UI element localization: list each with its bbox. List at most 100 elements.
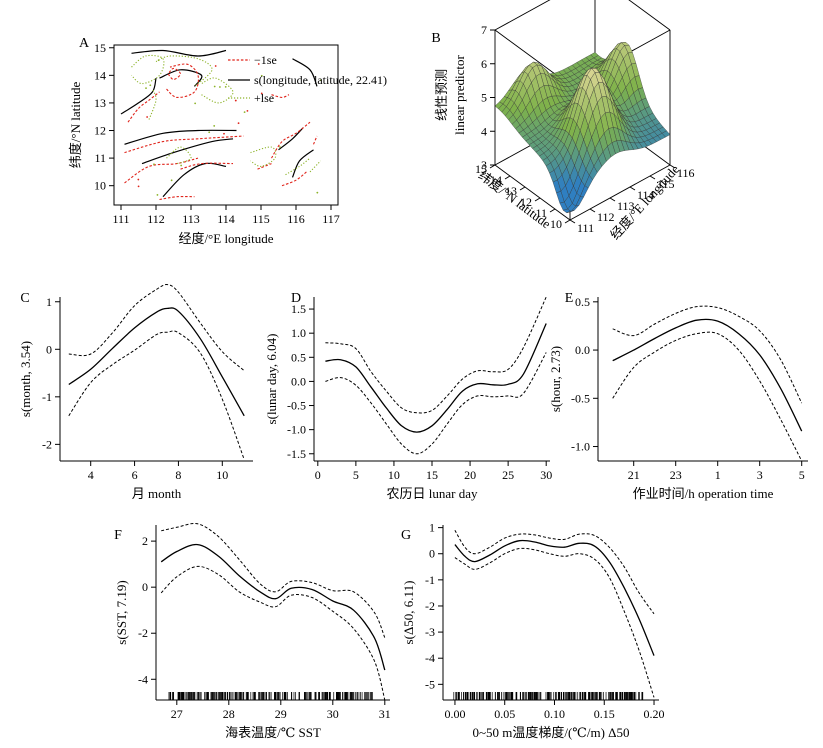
- contour-line: [166, 146, 192, 165]
- panel-g-gradient-smooth: 0.00 0.05 0.10 0.15 0.20 -5 -4 -3 -2 -1 0 1 G 0~50 m温…: [401, 521, 665, 740]
- lon-tick: [569, 219, 576, 224]
- contour-line: [312, 135, 318, 145]
- panel-label: C: [20, 291, 29, 306]
- contour-line: [291, 149, 314, 178]
- panel-a-contour-map: 111 112 113 114 115 116 117 10 11 12 13 14 15 −1se s(l…: [68, 36, 387, 246]
- y-tick-label: -4: [425, 651, 435, 665]
- legend-label: s(longitude, latitude, 22.41): [254, 73, 387, 87]
- contour-line: [159, 69, 203, 87]
- y-axis-label: s(SST, 7.19): [114, 580, 129, 644]
- surface-facet: [566, 210, 575, 213]
- sample-point: [260, 74, 263, 77]
- y-tick-label: -1.0: [571, 440, 590, 454]
- lat-tick: [534, 197, 541, 202]
- sample-point: [213, 85, 216, 88]
- z-axis-label-en: linear predictor: [452, 54, 467, 134]
- y-tick-label: -2: [138, 626, 148, 640]
- panel-e-hour-smooth: 21 23 1 3 5 -1.0 -0.5 0.0 0.5E 作业时间/h operation t…: [548, 291, 808, 501]
- contour-line: [281, 171, 307, 187]
- x-tick-label: 111: [112, 212, 129, 226]
- panel-label: B: [431, 31, 440, 46]
- x-tick-label: 8: [175, 468, 181, 482]
- x-tick-label: 30: [540, 468, 552, 482]
- y-tick-label: 14: [94, 68, 106, 82]
- lon-tick: [589, 208, 596, 213]
- smooth-line: [612, 318, 803, 432]
- x-axis-label: 农历日 lunar day: [387, 486, 478, 501]
- y-tick-label: -5: [425, 677, 435, 691]
- lon-tick-label: 113: [617, 199, 635, 213]
- x-tick-label: 116: [287, 212, 305, 226]
- smooth-line: [160, 543, 386, 671]
- y-tick-label: -1: [42, 390, 52, 404]
- contour-line: [124, 135, 244, 154]
- contour-line: [166, 63, 200, 99]
- x-tick-label: 27: [171, 707, 183, 721]
- y-axis-label: s(hour, 2.73): [548, 346, 563, 412]
- z-tick-label: 5: [481, 91, 487, 105]
- y-tick-label: -1.5: [287, 447, 306, 461]
- x-axis-label: 作业时间/h operation time: [633, 486, 774, 501]
- contour-line: [120, 77, 157, 115]
- lat-tick: [504, 175, 511, 180]
- sample-point: [194, 102, 197, 105]
- lat-tick: [549, 208, 556, 213]
- contour-line: [309, 160, 321, 173]
- x-tick-label: 0.00: [444, 707, 465, 721]
- lat-tick-label: 10: [550, 217, 562, 231]
- contour-line: [155, 55, 213, 87]
- x-tick-label: 23: [670, 468, 682, 482]
- lon-tick-label: 115: [657, 177, 675, 191]
- sample-point: [156, 194, 159, 196]
- z-axis-label-cn: 线性预测: [434, 69, 449, 121]
- y-tick-label: 15: [94, 41, 106, 55]
- x-tick-label: 0.05: [494, 707, 515, 721]
- y-tick-label: 0.5: [575, 295, 590, 309]
- x-tick-label: 30: [327, 707, 339, 721]
- confidence-band-line: [325, 296, 547, 414]
- y-tick-label: 0.5: [291, 350, 306, 364]
- plot-frame: [113, 44, 339, 206]
- contour-line: [278, 127, 304, 151]
- y-tick-label: 1.5: [291, 302, 306, 316]
- panel-c-month-smooth: 4 6 8 10 -2 -1 0 1 C 月 month s(month, 3.54): [18, 284, 253, 501]
- x-axis-label: 0~50 m温度梯度/(℃/m) Δ50: [472, 725, 629, 740]
- y-tick-label: 0.0: [291, 374, 306, 388]
- lon-tick: [609, 197, 616, 202]
- y-tick-label: 1: [46, 295, 52, 309]
- y-tick-label: 0: [142, 580, 148, 594]
- contour-line: [124, 129, 237, 145]
- x-tick-label: 29: [275, 707, 287, 721]
- y-tick-label: -3: [425, 625, 435, 639]
- y-tick-label: 0.0: [575, 343, 590, 357]
- x-tick-label: 114: [217, 212, 235, 226]
- y-tick-label: 11: [94, 151, 106, 165]
- lon-tick: [669, 164, 676, 169]
- y-tick-label: 1: [429, 521, 435, 535]
- x-tick-label: 10: [216, 468, 228, 482]
- x-tick-label: 0.15: [594, 707, 615, 721]
- contour-line: [201, 77, 234, 104]
- x-tick-label: 5: [799, 468, 805, 482]
- sample-point: [243, 111, 246, 114]
- x-tick-label: 25: [502, 468, 514, 482]
- sample-point: [246, 109, 249, 112]
- confidence-band-line: [612, 305, 803, 404]
- contour-line: [167, 67, 182, 81]
- smooth-line: [325, 323, 547, 433]
- y-tick-label: 1.0: [291, 326, 306, 340]
- sample-point: [224, 85, 227, 88]
- y-tick-label: -2: [425, 599, 435, 613]
- sample-point: [149, 84, 152, 87]
- sample-point: [260, 92, 263, 95]
- x-axis-label: 海表温度/℃ SST: [225, 725, 321, 740]
- sample-point: [153, 163, 155, 166]
- contour-line: [131, 49, 227, 57]
- z-tick-label: 4: [481, 124, 487, 138]
- sample-point: [219, 86, 221, 88]
- lon-tick: [649, 175, 656, 180]
- sample-point: [278, 146, 281, 148]
- x-tick-label: 15: [426, 468, 438, 482]
- confidence-band-line: [325, 352, 547, 455]
